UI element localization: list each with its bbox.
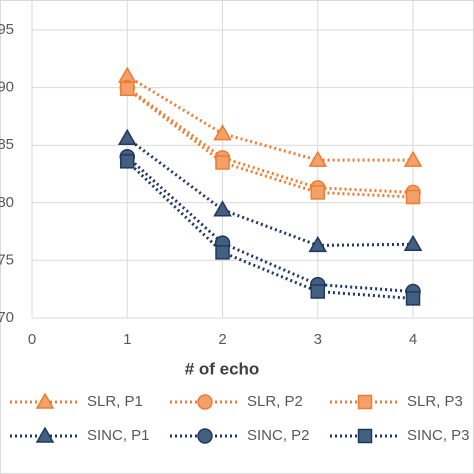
x-tick-label: 0	[28, 331, 36, 348]
data-point	[403, 150, 423, 167]
x-tick-label: 3	[314, 331, 322, 348]
legend-marker	[197, 394, 213, 410]
series-line	[126, 155, 414, 294]
data-point	[215, 155, 230, 170]
legend-label: SLR, P3	[407, 393, 463, 410]
data-point	[310, 185, 326, 200]
legend-marker	[35, 426, 55, 443]
data-point	[215, 245, 230, 260]
data-point	[117, 128, 137, 146]
legend-label: SLR, P2	[247, 393, 303, 410]
x-tick-label: 2	[218, 331, 226, 348]
y-tick-label: 70	[0, 309, 14, 326]
legend-marker	[197, 428, 213, 444]
x-axis-title: # of echo	[185, 359, 260, 378]
y-tick-label: 85	[0, 136, 14, 153]
x-tick-label: 1	[123, 331, 131, 348]
legend-marker	[357, 428, 373, 444]
y-tick-label: 75	[0, 251, 14, 268]
legend-marker	[35, 392, 55, 409]
data-point	[405, 189, 421, 205]
y-tick-label: 90	[0, 79, 14, 96]
series-line	[126, 86, 414, 194]
y-tick-label: 95	[0, 21, 14, 38]
data-point	[120, 81, 135, 97]
legend-label: SLR, P1	[87, 393, 143, 410]
data-point	[403, 234, 423, 252]
data-point	[405, 291, 421, 306]
x-tick-label: 4	[409, 331, 417, 348]
y-tick-label: 80	[0, 194, 14, 211]
legend-label: SINC, P1	[87, 427, 150, 444]
series-line	[126, 74, 414, 162]
data-point	[308, 235, 328, 253]
data-point	[308, 150, 328, 167]
data-point	[120, 154, 135, 169]
legend-label: SINC, P2	[247, 427, 310, 444]
legend-label: SINC, P3	[407, 427, 470, 444]
data-point	[310, 284, 326, 299]
series-line	[126, 160, 414, 300]
series-line	[126, 87, 414, 199]
data-point	[213, 200, 232, 217]
data-point	[213, 124, 232, 141]
legend-marker	[357, 394, 373, 410]
